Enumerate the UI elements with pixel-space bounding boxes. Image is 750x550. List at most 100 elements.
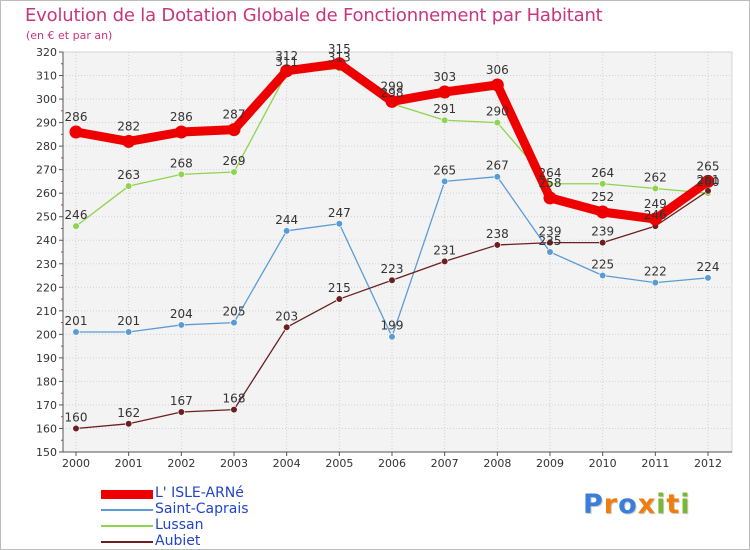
data-label: 263 bbox=[117, 168, 140, 182]
data-label: 168 bbox=[223, 392, 246, 406]
data-label: 287 bbox=[223, 108, 246, 122]
data-label: 167 bbox=[170, 394, 193, 408]
data-point bbox=[280, 64, 294, 78]
data-point bbox=[651, 278, 659, 287]
y-tick-label: 290 bbox=[36, 117, 57, 130]
data-point bbox=[388, 333, 396, 341]
data-label: 290 bbox=[486, 105, 509, 119]
data-label: 303 bbox=[433, 70, 456, 84]
data-label: 267 bbox=[486, 159, 509, 173]
x-tick-label: 2007 bbox=[431, 457, 459, 470]
data-label: 205 bbox=[223, 305, 246, 319]
data-label: 235 bbox=[539, 234, 562, 248]
data-label: 252 bbox=[591, 190, 614, 204]
x-tick-label: 2005 bbox=[325, 457, 353, 470]
data-label: 160 bbox=[65, 410, 88, 424]
data-label: 231 bbox=[433, 243, 456, 257]
y-tick-label: 240 bbox=[36, 234, 57, 247]
data-point bbox=[441, 257, 449, 266]
data-point bbox=[174, 125, 188, 139]
legend-label: Aubiet bbox=[155, 533, 201, 549]
y-tick-label: 220 bbox=[36, 281, 57, 294]
logo-letter: x bbox=[637, 489, 657, 520]
data-point bbox=[72, 222, 80, 230]
data-point bbox=[335, 220, 343, 228]
data-point bbox=[546, 238, 554, 247]
chart-subtitle: (en € et par an) bbox=[26, 29, 113, 42]
legend-label: L' ISLE-ARNé bbox=[155, 485, 244, 501]
data-label: 247 bbox=[328, 206, 351, 220]
data-label: 261 bbox=[697, 173, 720, 187]
data-label: 215 bbox=[328, 281, 351, 295]
data-point bbox=[125, 420, 133, 428]
data-label: 315 bbox=[328, 42, 351, 56]
data-point bbox=[177, 170, 185, 178]
series-saint-caprais bbox=[72, 173, 712, 341]
legend-swatch bbox=[101, 525, 153, 527]
data-label: 312 bbox=[275, 49, 298, 63]
data-point bbox=[599, 238, 607, 247]
data-label: 286 bbox=[170, 110, 193, 124]
data-label: 268 bbox=[170, 156, 193, 170]
data-label: 224 bbox=[697, 260, 720, 274]
x-tick-label: 2000 bbox=[62, 457, 90, 470]
data-point bbox=[230, 318, 238, 327]
data-label: 246 bbox=[644, 208, 667, 222]
data-label: 239 bbox=[539, 225, 562, 239]
y-tick-label: 170 bbox=[36, 399, 57, 412]
x-tick-label: 2004 bbox=[273, 457, 301, 470]
logo-letter: i bbox=[656, 489, 667, 520]
data-label: 262 bbox=[644, 170, 667, 184]
y-tick-label: 300 bbox=[36, 93, 57, 106]
data-point bbox=[69, 125, 83, 139]
y-tick-label: 210 bbox=[36, 305, 57, 318]
data-point bbox=[599, 180, 607, 188]
y-tick-label: 190 bbox=[36, 352, 57, 365]
data-label: 258 bbox=[539, 176, 562, 190]
plot-area bbox=[62, 51, 733, 453]
data-label: 201 bbox=[65, 314, 88, 328]
data-point bbox=[125, 182, 133, 190]
x-tick-label: 2003 bbox=[220, 457, 248, 470]
data-label: 204 bbox=[170, 307, 193, 321]
data-label: 299 bbox=[381, 79, 404, 93]
y-tick-label: 200 bbox=[36, 328, 57, 341]
logo-letter: i bbox=[680, 489, 691, 520]
data-point bbox=[72, 328, 80, 336]
data-point bbox=[701, 174, 715, 188]
y-tick-label: 310 bbox=[36, 70, 57, 83]
data-label: 239 bbox=[591, 225, 614, 239]
data-point bbox=[651, 184, 659, 193]
data-label: 223 bbox=[381, 262, 404, 276]
y-tick-label: 150 bbox=[36, 446, 57, 459]
data-point bbox=[283, 227, 291, 235]
data-point bbox=[493, 173, 501, 181]
data-label: 269 bbox=[223, 154, 246, 168]
legend-label: Saint-Caprais bbox=[155, 501, 249, 517]
data-point bbox=[283, 323, 291, 331]
data-label: 203 bbox=[275, 309, 298, 323]
data-point bbox=[177, 408, 185, 416]
data-point bbox=[177, 321, 185, 329]
data-label: 298 bbox=[381, 86, 404, 100]
legend-swatch bbox=[101, 541, 153, 543]
y-tick-label: 260 bbox=[36, 187, 57, 200]
x-axis-ticks: 2000 2001 2002 2003 2004 2005 2006 2007 2008 2009… bbox=[62, 452, 722, 470]
data-label: 201 bbox=[117, 314, 140, 328]
y-tick-label: 280 bbox=[36, 140, 57, 153]
data-label: 222 bbox=[644, 265, 667, 279]
x-tick-label: 2010 bbox=[589, 457, 617, 470]
data-label: 265 bbox=[697, 159, 720, 173]
data-point bbox=[599, 271, 607, 280]
data-point bbox=[230, 168, 238, 176]
data-point bbox=[493, 241, 501, 249]
data-label: 260 bbox=[697, 175, 720, 189]
y-tick-label: 160 bbox=[36, 422, 57, 435]
legend-swatch bbox=[101, 489, 153, 499]
data-point bbox=[332, 57, 346, 71]
data-point bbox=[490, 78, 504, 92]
x-tick-label: 2001 bbox=[115, 457, 143, 470]
data-label: 265 bbox=[433, 163, 456, 177]
x-tick-label: 2011 bbox=[641, 457, 669, 470]
